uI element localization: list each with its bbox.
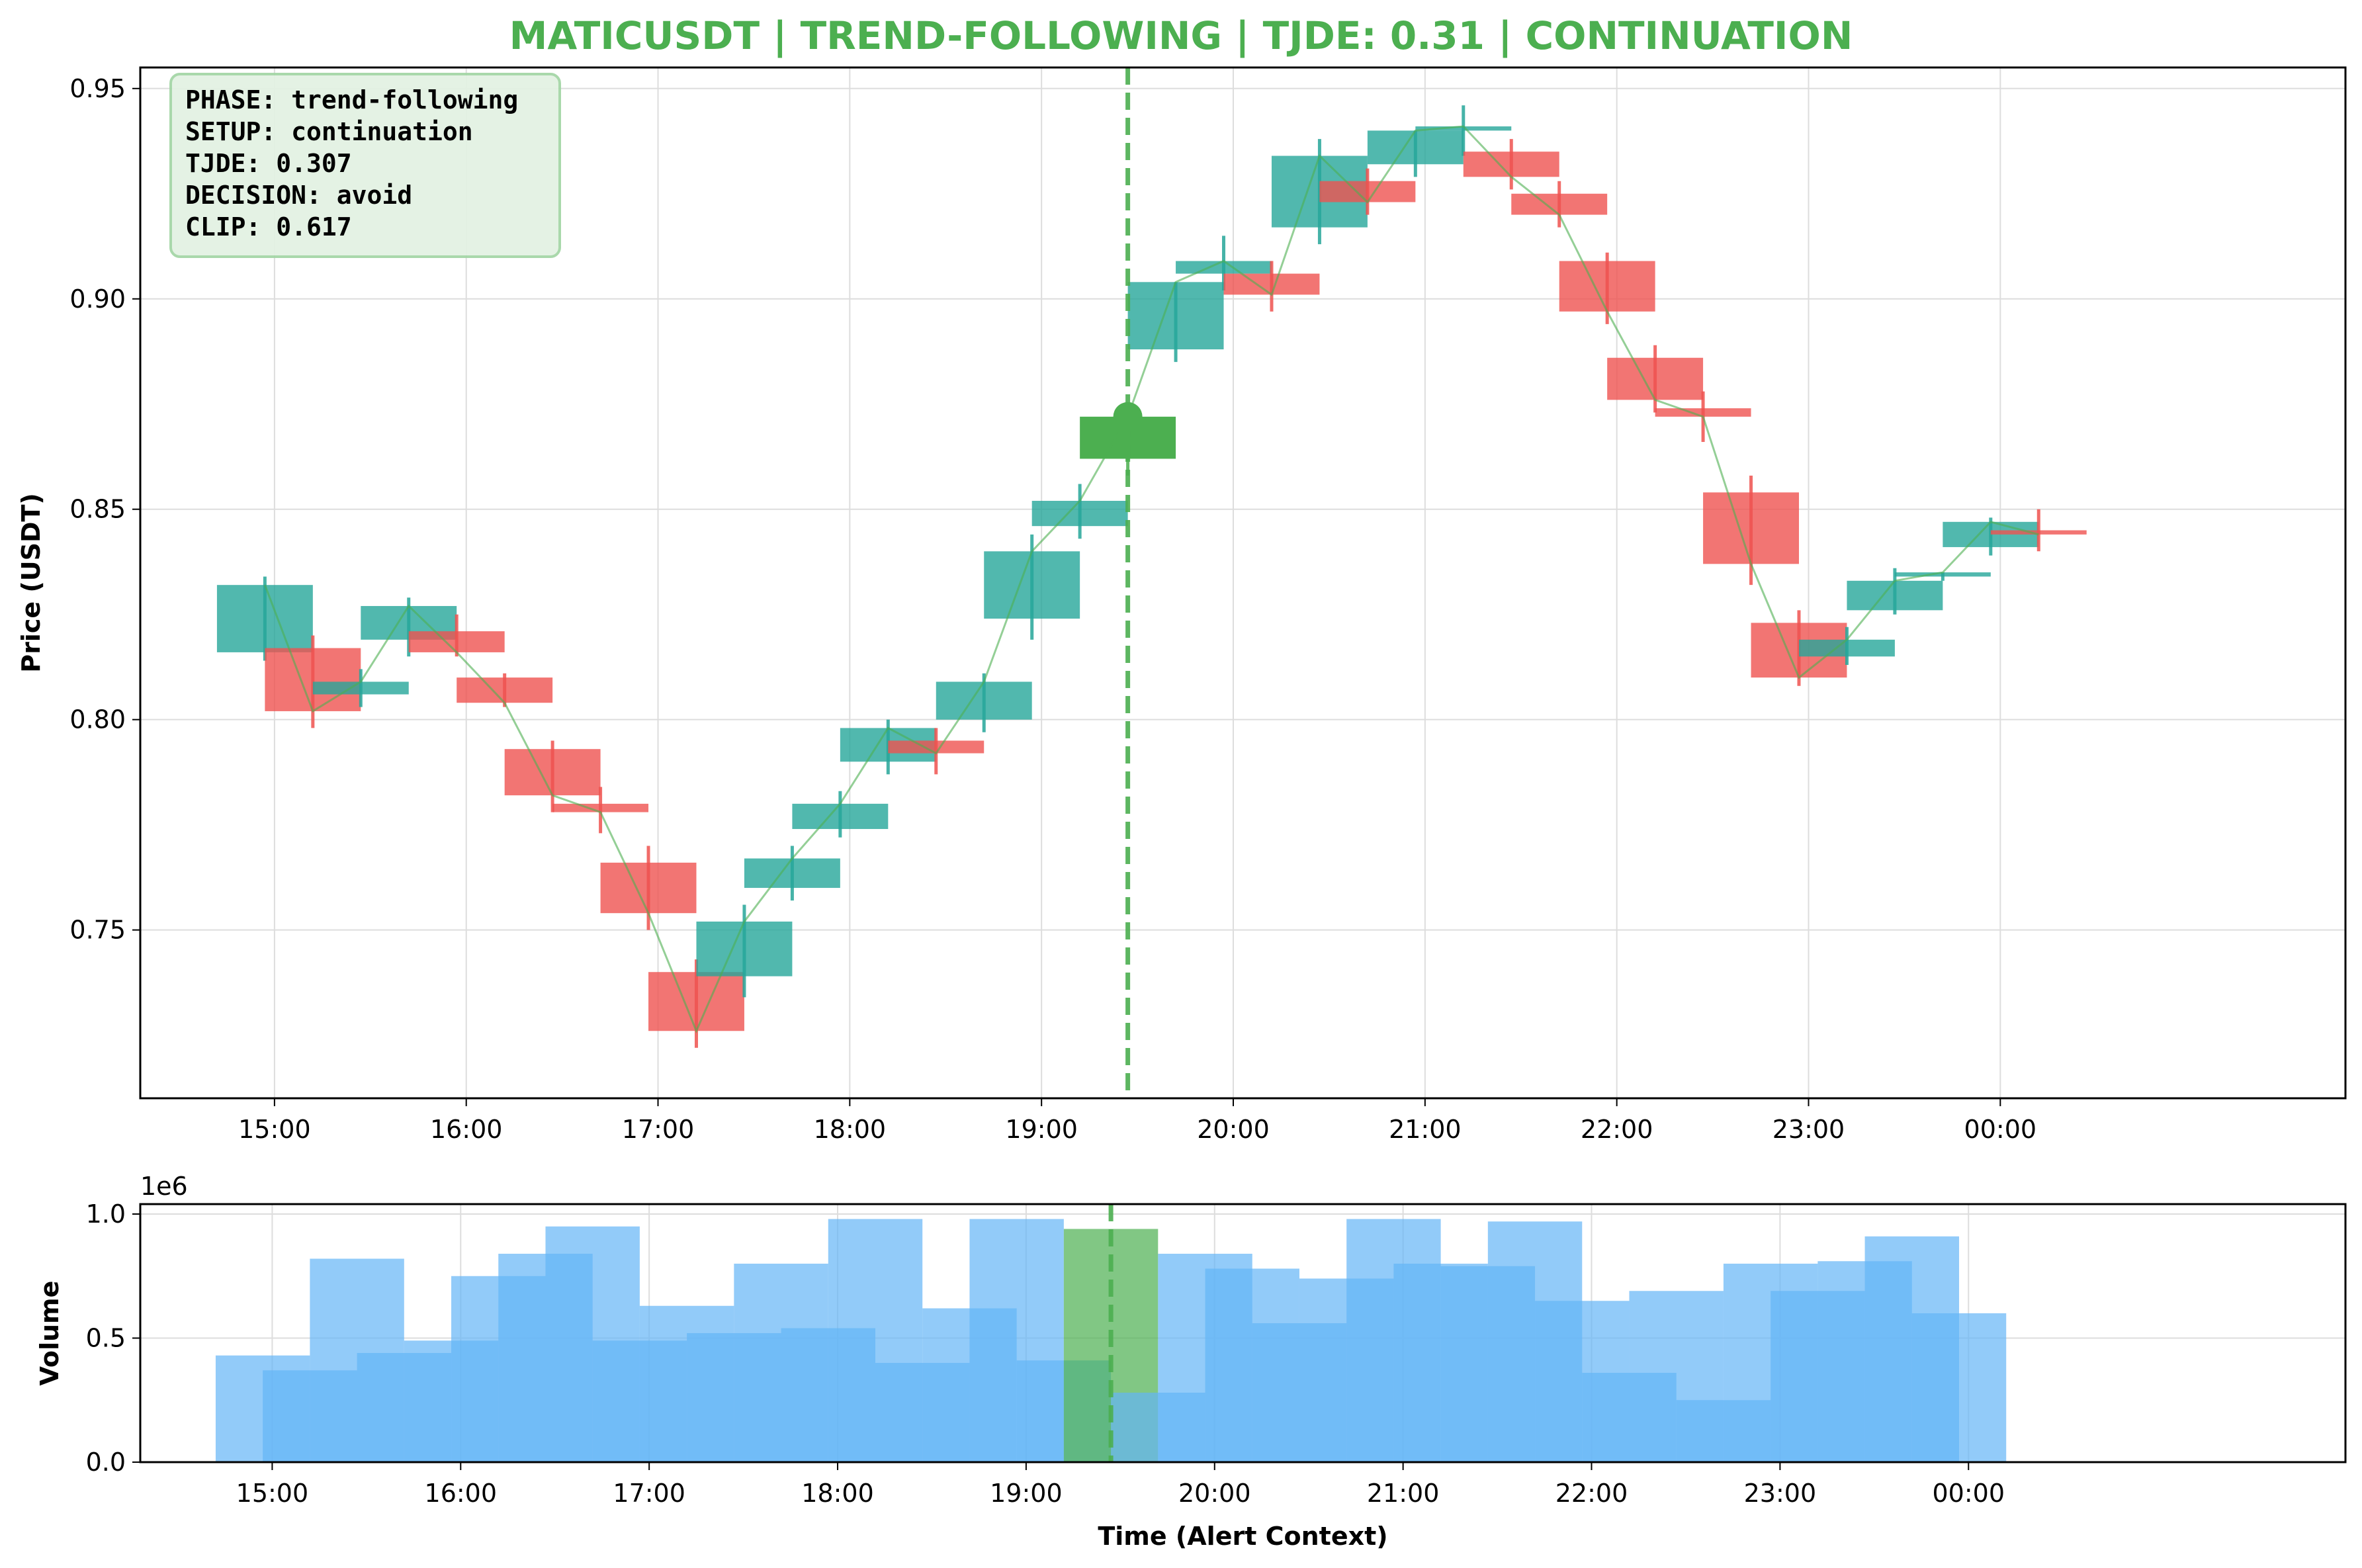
volume-y-tick-label: 0.0 [86, 1448, 126, 1477]
volume-x-tick-label: 15:00 [236, 1479, 309, 1508]
candle-body [1415, 126, 1512, 131]
info-box-background [169, 73, 561, 258]
volume-x-tick-label: 16:00 [425, 1479, 498, 1508]
candle-body [312, 681, 409, 695]
price-axis-label: Price (USDT) [17, 493, 46, 673]
candle-body [1367, 130, 1464, 165]
candle-body [744, 858, 840, 889]
candle-body [648, 972, 744, 1031]
candle-body [216, 585, 313, 652]
price-panel: 15:00 16:00 17:00 18:00 19:00 20:00 21:00 22:00… [17, 66, 2347, 1144]
price-y-tick-label: 0.95 [69, 74, 126, 103]
candle-body [1319, 181, 1416, 202]
candle-body [1894, 572, 1991, 577]
price-y-tick-label: 0.80 [69, 705, 126, 734]
volume-x-tick-label: 19:00 [990, 1479, 1063, 1508]
info-box-line: SETUP: continuation [185, 117, 473, 146]
volume-bar [1911, 1313, 2007, 1462]
volume-x-tick-label: 17:00 [613, 1479, 685, 1508]
alert-marker [1113, 402, 1143, 431]
info-box-line: CLIP: 0.617 [185, 212, 352, 241]
price-x-tick-label: 22:00 [1581, 1115, 1653, 1144]
candle-body [600, 862, 697, 914]
info-box-line: PHASE: trend-following [185, 85, 518, 114]
volume-y-tick-label: 1.0 [86, 1199, 126, 1229]
x-axis-label: Time (Alert Context) [1098, 1522, 1387, 1551]
price-x-tick-label: 18:00 [814, 1115, 887, 1144]
volume-x-tick-label: 20:00 [1178, 1479, 1251, 1508]
volume-plot-frame [139, 1203, 2347, 1463]
candle-body [888, 740, 984, 754]
info-box-line: TJDE: 0.307 [185, 149, 352, 178]
candle-body [1223, 273, 1320, 295]
candle-body [1127, 282, 1224, 350]
volume-x-tick-label: 22:00 [1555, 1479, 1628, 1508]
candle-body [457, 677, 553, 703]
candle-body [1607, 357, 1704, 400]
candle-body [1655, 408, 1751, 417]
candle-body [1176, 261, 1272, 274]
volume-x-tick-label: 21:00 [1367, 1479, 1440, 1508]
candle-body [936, 681, 1032, 720]
info-box: PHASE: trend-following SETUP: continuatio… [169, 73, 561, 258]
candle-body [1031, 500, 1128, 527]
candle-body [552, 803, 649, 812]
candle-body [1798, 639, 1895, 657]
candle-body [1511, 193, 1608, 215]
price-x-tick-label: 19:00 [1005, 1115, 1078, 1144]
price-y-tick-label: 0.90 [69, 284, 126, 314]
price-x-tick-label: 23:00 [1772, 1115, 1845, 1144]
info-box-line: DECISION: avoid [185, 181, 412, 210]
price-x-tick-label: 00:00 [1964, 1115, 2037, 1144]
candle-body [408, 631, 505, 652]
volume-axis-label: Volume [35, 1281, 64, 1386]
price-x-tick-label: 15:00 [238, 1115, 311, 1144]
close-price-line [263, 125, 2039, 1034]
candle-body [792, 803, 889, 830]
candle-body [1463, 152, 1559, 177]
volume-x-tick-label: 00:00 [1932, 1479, 2005, 1508]
price-x-tick-label: 16:00 [430, 1115, 503, 1144]
price-x-tick-label: 17:00 [622, 1115, 695, 1144]
volume-x-tick-label: 18:00 [801, 1479, 874, 1508]
candle-body [696, 921, 793, 977]
price-x-tick-label: 21:00 [1389, 1115, 1462, 1144]
volume-y-tick-label: 0.5 [86, 1324, 126, 1353]
volume-panel: 15:00 16:00 17:00 18:00 19:00 20:00 21:00 22:00… [35, 1172, 2347, 1551]
chart-title: MATICUSDT | TREND-FOLLOWING | TJDE: 0.31… [509, 13, 1853, 58]
candle-body [1559, 261, 1655, 312]
price-y-tick-label: 0.75 [69, 916, 126, 945]
volume-x-tick-label: 23:00 [1744, 1479, 1817, 1508]
candle-body [1703, 492, 1799, 564]
price-x-tick-label: 20:00 [1197, 1115, 1270, 1144]
candle-body [1847, 580, 1943, 611]
candle-body [265, 648, 361, 711]
candle-body [504, 749, 601, 796]
price-plot-frame [139, 66, 2347, 1100]
price-y-tick-label: 0.85 [69, 495, 126, 524]
candle-body [984, 551, 1080, 619]
volume-scale-label: 1e6 [140, 1172, 188, 1201]
candle-body [1990, 530, 2087, 535]
